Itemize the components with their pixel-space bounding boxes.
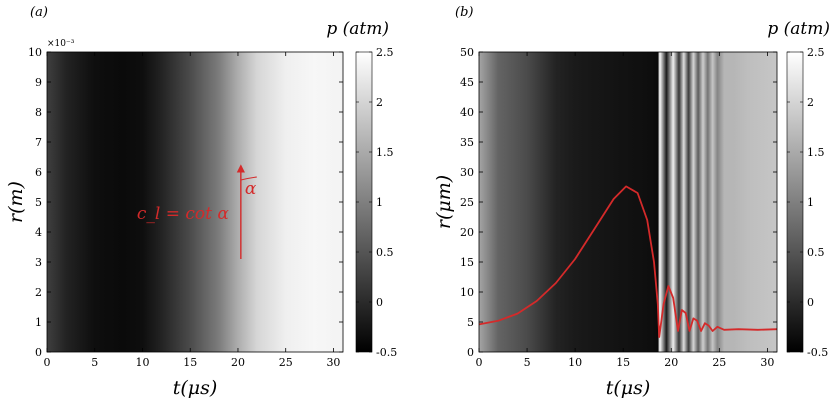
x-tick-label: 5 (524, 356, 531, 369)
y-tick-label: 1 (35, 316, 42, 329)
x-tick-label: 30 (760, 356, 774, 369)
ticks-a: 0 5 10 15 20 25 30 0 1 2 3 4 5 6 7 8 9 10 (28, 46, 343, 369)
colorbar-tick-label: 2.5 (376, 46, 394, 59)
colorbar-b-title: p (atm) (767, 19, 830, 39)
y-tick-label: 0 (467, 346, 474, 359)
x-tick-label: 25 (279, 356, 293, 369)
colorbar-tick-label: 0 (807, 296, 814, 309)
colorbar-tick-label: 0.5 (807, 246, 825, 259)
y-tick-label: 8 (35, 106, 42, 119)
colorbar-tick-label: 2.5 (807, 46, 825, 59)
colorbar-tick-label: 1 (376, 196, 383, 209)
y-tick-label: 30 (460, 166, 474, 179)
y-axis-label-a: r(m) (5, 181, 27, 223)
y-tick-label: 5 (467, 316, 474, 329)
panel-b-label: (b) (455, 5, 473, 20)
heatmap-a (47, 52, 343, 352)
y-tick-label: 20 (460, 226, 474, 239)
bubble-radius-curve (478, 185, 778, 338)
angle-arc (240, 176, 257, 181)
x-tick-label: 20 (664, 356, 678, 369)
y-tick-label: 5 (35, 196, 42, 209)
panel-a-label: (a) (30, 5, 48, 20)
x-tick-label: 0 (476, 356, 483, 369)
y-tick-label: 0 (35, 346, 42, 359)
panel-a: (a) αc_l = cot α 0 5 10 15 20 25 3001234567891… (5, 5, 397, 399)
colorbar-tick-label: 1.5 (807, 146, 825, 159)
colorbar-a-ticks: 2.5 2 1.5 1 0.5 0 -0.5 (356, 46, 397, 359)
x-tick-label: 5 (91, 356, 98, 369)
x-tick-label: 25 (712, 356, 726, 369)
y-tick-label: 10 (28, 46, 42, 59)
x-axis-label-b: t(μs) (606, 377, 651, 399)
x-tick-label: 10 (568, 356, 582, 369)
x-tick-label: 20 (231, 356, 245, 369)
x-tick-label: 10 (135, 356, 149, 369)
heatmap-b (479, 52, 777, 352)
y-tick-label: 2 (35, 286, 42, 299)
annotation-text: c_l = cot α (137, 204, 230, 224)
colorbar-tick-label: 1.5 (376, 146, 394, 159)
angle-label: α (245, 179, 257, 199)
colorbar-tick-label: 2 (376, 96, 383, 109)
colorbar-tick-label: 0 (376, 296, 383, 309)
y-tick-label: 35 (460, 136, 474, 149)
x-tick-label: 30 (326, 356, 340, 369)
colorbar-tick-label: -0.5 (376, 346, 397, 359)
y-tick-label: 40 (460, 106, 474, 119)
y-tick-label: 7 (35, 136, 42, 149)
y-tick-label: 4 (35, 226, 42, 239)
y-tick-label: 50 (460, 46, 474, 59)
y-multiplier-a: ×10⁻³ (47, 39, 75, 49)
ticks-b: 0 5 10 15 20 25 30 0 5 10 15 20 25 30 35 40 45 50 (460, 46, 777, 369)
y-tick-label: 6 (35, 166, 42, 179)
y-tick-label: 15 (460, 256, 474, 269)
colorbar-b-ticks: 2.5 2 1.5 1 0.5 0 -0.5 (787, 46, 828, 359)
x-tick-label: 15 (183, 356, 197, 369)
colorbar-tick-label: 1 (807, 196, 814, 209)
colorbar-tick-label: 2 (807, 96, 814, 109)
x-axis-label-a: t(μs) (173, 377, 218, 399)
y-axis-label-b: r(μm) (433, 175, 455, 229)
y-tick-label: 3 (35, 256, 42, 269)
y-tick-label: 25 (460, 196, 474, 209)
y-tick-label: 10 (460, 286, 474, 299)
colorbar-a-title: p (atm) (326, 19, 389, 39)
y-tick-label: 9 (35, 76, 42, 89)
y-tick-label: 45 (460, 76, 474, 89)
x-tick-label: 0 (44, 356, 51, 369)
x-tick-label: 15 (616, 356, 630, 369)
colorbar-tick-label: 0.5 (376, 246, 394, 259)
colorbar-tick-label: -0.5 (807, 346, 828, 359)
annotation-a: α c_l = cot α (137, 164, 257, 259)
